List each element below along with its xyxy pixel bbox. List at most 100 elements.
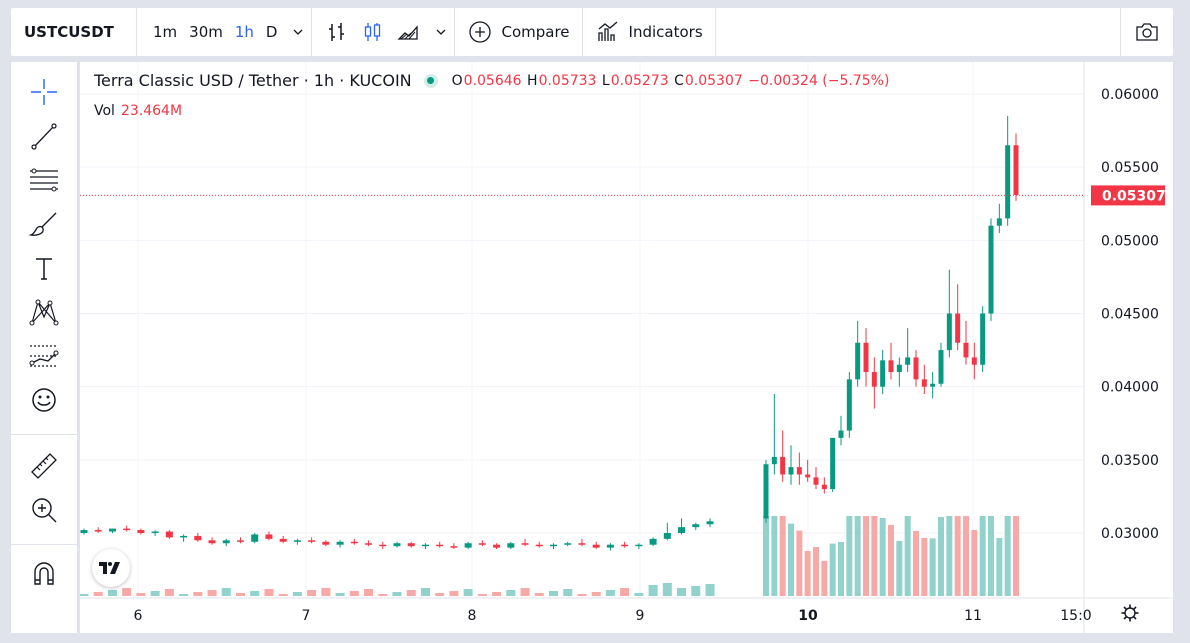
candle-body[interactable] (805, 474, 811, 478)
candle-body[interactable] (938, 350, 944, 384)
interval-1h-button[interactable]: 1h (234, 23, 254, 41)
candle-body[interactable] (888, 360, 894, 373)
candle-body[interactable] (265, 534, 273, 539)
candle-body[interactable] (208, 540, 216, 544)
series-title[interactable]: Terra Classic USD / Tether · 1h · KUCOIN (94, 71, 412, 90)
candle-body[interactable] (464, 543, 472, 548)
candle-body[interactable] (493, 544, 501, 548)
candle-body[interactable] (393, 543, 401, 547)
emoji-tool[interactable] (26, 382, 62, 418)
candle-body[interactable] (955, 313, 961, 343)
candles-icon[interactable] (360, 19, 386, 45)
candle-body[interactable] (308, 540, 316, 542)
candle-body[interactable] (564, 543, 572, 545)
candle-body[interactable] (821, 484, 827, 490)
chart-area[interactable]: 0.06000 0.05500 0.05000 0.04500 0.04000 0.035… (80, 62, 1173, 633)
chevron-down-icon[interactable] (434, 25, 448, 39)
candle-body[interactable] (678, 527, 686, 533)
interval-30m-button[interactable]: 30m (189, 23, 223, 41)
candle-body[interactable] (151, 531, 159, 534)
candle-body[interactable] (963, 342, 969, 358)
candle-body[interactable] (237, 540, 244, 542)
zoom-tool[interactable] (26, 492, 62, 528)
candle-body[interactable] (771, 456, 777, 465)
candle-body[interactable] (780, 456, 786, 475)
ruler-tool[interactable] (26, 448, 62, 484)
candle-body[interactable] (880, 360, 886, 387)
candle-body[interactable] (971, 357, 977, 365)
candle-body[interactable] (165, 531, 173, 538)
candle-body[interactable] (507, 543, 515, 548)
pattern-tool[interactable] (26, 294, 62, 330)
candle-body[interactable] (251, 534, 259, 542)
candle-body[interactable] (863, 342, 869, 373)
interval-d-button[interactable]: D (265, 23, 278, 41)
candle-body[interactable] (293, 540, 301, 542)
bars-icon[interactable] (324, 19, 350, 45)
snapshot-button[interactable] (1121, 8, 1173, 56)
candle-body[interactable] (194, 535, 202, 541)
settings-gear-icon[interactable] (1121, 604, 1139, 622)
candle-body[interactable] (763, 464, 769, 519)
candle-body[interactable] (871, 372, 877, 387)
candle-body[interactable] (905, 357, 911, 365)
candle-body[interactable] (1013, 145, 1019, 195)
candle-body[interactable] (137, 530, 145, 533)
candle-body[interactable] (535, 544, 543, 547)
interval-1m-button[interactable]: 1m (153, 23, 178, 41)
chevron-down-icon[interactable] (291, 25, 305, 39)
candle-body[interactable] (913, 357, 919, 380)
indicators-button[interactable]: Indicators (583, 8, 716, 56)
candle-body[interactable] (988, 225, 994, 314)
candle-body[interactable] (180, 535, 188, 538)
price-chart[interactable]: 0.06000 0.05500 0.05000 0.04500 0.04000 0.035… (80, 62, 1173, 633)
candle-body[interactable] (521, 543, 529, 545)
candle-body[interactable] (980, 313, 986, 365)
candle-body[interactable] (407, 543, 415, 547)
magnet-tool[interactable] (26, 556, 62, 592)
candle-body[interactable] (279, 538, 287, 542)
candle-body[interactable] (838, 430, 844, 438)
area-icon[interactable] (396, 19, 422, 45)
candle-body[interactable] (478, 543, 486, 545)
candle-body[interactable] (606, 544, 614, 548)
candle-body[interactable] (222, 540, 230, 544)
candle-body[interactable] (706, 521, 714, 525)
fib-tool[interactable] (26, 162, 62, 198)
candle-body[interactable] (846, 379, 852, 431)
candle-body[interactable] (649, 538, 657, 545)
compare-button[interactable]: Compare (455, 8, 583, 56)
candle-body[interactable] (322, 541, 330, 545)
candle-body[interactable] (896, 364, 902, 373)
candle-body[interactable] (592, 544, 600, 548)
candle-body[interactable] (921, 379, 927, 387)
candle-body[interactable] (855, 342, 861, 380)
candle-body[interactable] (450, 546, 458, 548)
candle-body[interactable] (550, 544, 557, 547)
candle-body[interactable] (1005, 145, 1011, 219)
candle-body[interactable] (336, 541, 344, 545)
symbol-search-button[interactable]: USTCUSDT (11, 8, 137, 56)
text-tool[interactable] (26, 250, 62, 286)
candle-body[interactable] (788, 467, 794, 475)
candle-body[interactable] (635, 544, 643, 547)
candle-body[interactable] (379, 544, 387, 547)
crosshair-tool[interactable] (26, 74, 62, 110)
candle-body[interactable] (796, 467, 802, 475)
candle-body[interactable] (108, 528, 116, 532)
trendline-tool[interactable] (26, 118, 62, 154)
candle-body[interactable] (123, 528, 131, 531)
candle-body[interactable] (813, 477, 819, 485)
candle-body[interactable] (996, 218, 1002, 226)
candle-body[interactable] (930, 383, 936, 387)
candle-body[interactable] (80, 530, 88, 533)
tradingview-logo[interactable] (92, 549, 130, 587)
last-price-badge[interactable] (1091, 185, 1165, 206)
candle-body[interactable] (621, 544, 629, 547)
candle-body[interactable] (663, 533, 671, 539)
brush-tool[interactable] (26, 206, 62, 242)
candle-body[interactable] (946, 313, 952, 351)
candle-body[interactable] (578, 543, 586, 545)
candle-body[interactable] (436, 544, 444, 547)
prediction-tool[interactable] (26, 338, 62, 374)
